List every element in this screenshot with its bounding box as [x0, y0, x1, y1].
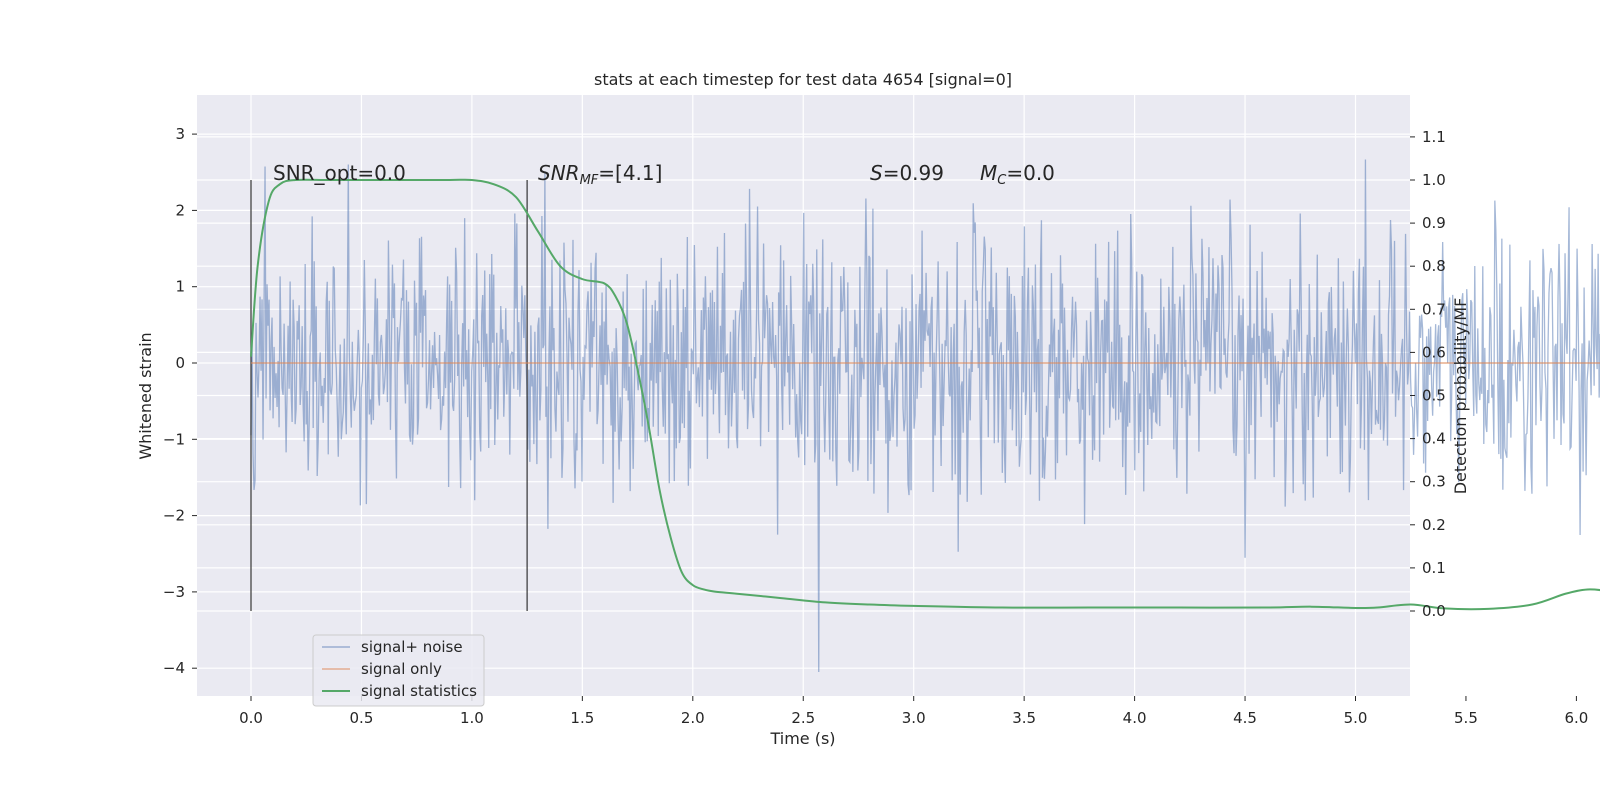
- chart-title: stats at each timestep for test data 465…: [594, 70, 1012, 89]
- signal-statistics-line: [250, 178, 1600, 611]
- annotation-s-value: =0.99: [883, 161, 944, 185]
- x-tick-label: 2.5: [791, 709, 815, 727]
- y2-tick-label: 0.1: [1422, 559, 1446, 577]
- x-tick-label: 1.5: [570, 709, 594, 727]
- annotation-mc-value: =0.0: [1006, 161, 1055, 185]
- y2-tick-label: 0.8: [1422, 257, 1446, 275]
- x-axis-label: Time (s): [769, 729, 835, 748]
- y-tick-label: −2: [163, 507, 185, 525]
- annotation-mc-main: M: [980, 161, 997, 185]
- x-tick-label: 3.5: [1012, 709, 1036, 727]
- marker-lines: [250, 180, 528, 611]
- y2-tick-label: 0.5: [1422, 387, 1446, 405]
- y-axis-ticks: 3 2 1 0 −1 −2 −3 −4: [163, 125, 197, 677]
- legend-label-signal-noise: signal+ noise: [361, 638, 463, 656]
- y2-tick-label: 0.6: [1422, 343, 1446, 361]
- legend-box: [312, 634, 485, 707]
- x-tick-label: 3.0: [902, 709, 926, 727]
- annotation-s: S=0.99: [870, 161, 944, 185]
- x-axis-ticks: 0.00.51.01.52.02.53.03.54.04.55.05.56.06…: [239, 696, 1588, 727]
- x-tick-label: 4.5: [1233, 709, 1257, 727]
- annotation-mc-sub: C: [997, 173, 1007, 188]
- y-tick-label: −3: [163, 583, 185, 601]
- legend-label-signal-only: signal only: [361, 660, 442, 678]
- x-tick-label: 0.5: [350, 709, 374, 727]
- x-tick-label: 4.0: [1123, 709, 1147, 727]
- signal-noise-series: [250, 159, 1600, 673]
- y-tick-label: 2: [175, 201, 185, 219]
- annotation-s-main: S: [870, 161, 883, 185]
- y2-tick-label: 0.7: [1422, 300, 1446, 318]
- annotations: SNR_opt=0.0 SNRMF=[4.1] S=0.99 MC=0.0: [273, 161, 1055, 188]
- signal-statistics-series: [250, 178, 1600, 611]
- x-tick-label: 5.5: [1454, 709, 1478, 727]
- annotation-snr-mf: SNRMF=[4.1]: [538, 161, 662, 188]
- y-axis-label: Whitened strain: [136, 332, 155, 459]
- signal-noise-line: [250, 159, 1600, 673]
- y-tick-label: 0: [175, 354, 185, 372]
- x-tick-label: 5.0: [1344, 709, 1368, 727]
- annotation-snr-mf-value: =[4.1]: [598, 161, 662, 185]
- y-tick-label: 3: [175, 125, 185, 143]
- y2-tick-label: 1.1: [1422, 128, 1446, 146]
- x-tick-label: 0.0: [239, 709, 263, 727]
- annotation-mc: MC=0.0: [980, 161, 1055, 188]
- y-tick-label: −4: [163, 659, 185, 677]
- y2-tick-label: 1.0: [1422, 171, 1446, 189]
- x-tick-label: 6.0: [1564, 709, 1588, 727]
- annotation-snr-opt: SNR_opt=0.0: [273, 161, 406, 185]
- legend: signal+ noise signal only signal statist…: [312, 634, 485, 707]
- x-tick-label: 1.0: [460, 709, 484, 727]
- y2-tick-label: 0.2: [1422, 516, 1446, 534]
- y2-tick-label: 0.9: [1422, 214, 1446, 232]
- x-tick-label: 2.0: [681, 709, 705, 727]
- legend-label-signal-statistics: signal statistics: [361, 682, 477, 700]
- y2-axis-ticks: 1.1 1.0 0.9 0.8 0.7 0.6 0.5 0.4 0.3 0.2 0.1 0.0: [1410, 128, 1446, 620]
- y2-tick-label: 0.0: [1422, 602, 1446, 620]
- y-tick-label: 1: [175, 278, 185, 296]
- y-tick-label: −1: [163, 430, 185, 448]
- annotation-snr-mf-main: SNR: [538, 161, 580, 185]
- y2-tick-label: 0.3: [1422, 473, 1446, 491]
- annotation-snr-mf-sub: MF: [580, 173, 599, 188]
- y2-axis-label: Detection probability/MF: [1451, 298, 1470, 495]
- y2-tick-label: 0.4: [1422, 430, 1446, 448]
